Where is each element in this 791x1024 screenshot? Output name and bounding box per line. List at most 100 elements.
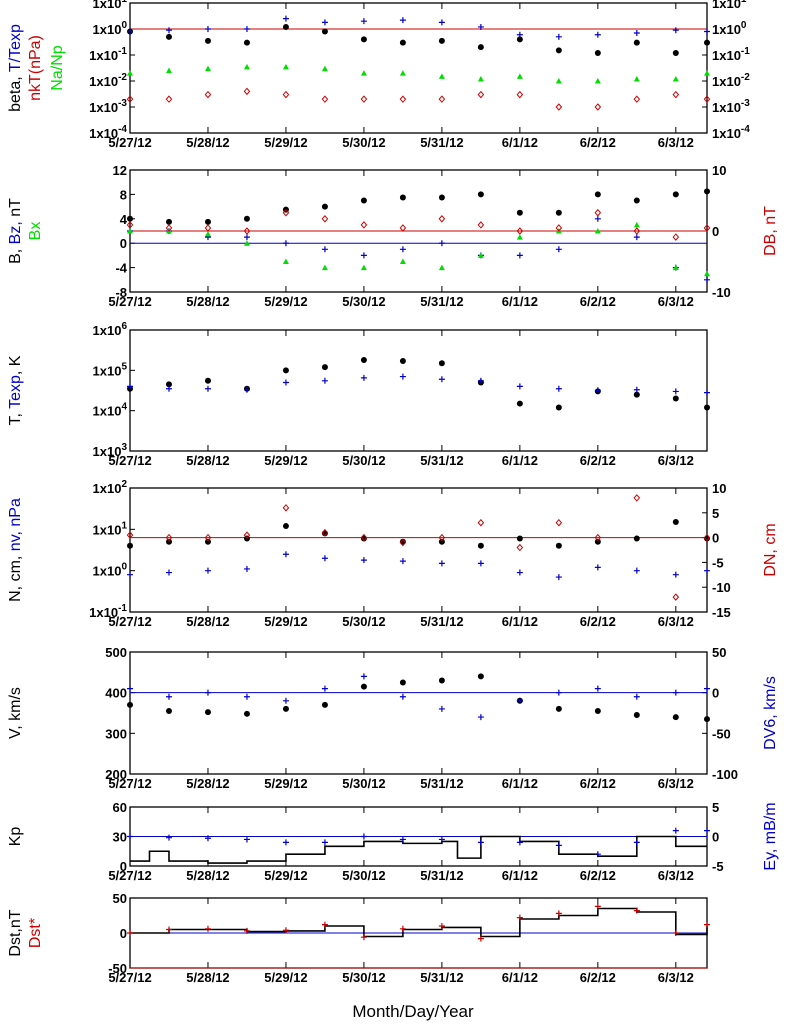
y-tick-label-right: 0 bbox=[712, 224, 719, 239]
point-DV6 bbox=[243, 693, 250, 700]
panel-p2: 5/27/12 5/28/12 5/29/12 5/30/12 5/31/12 6/1/1… bbox=[7, 163, 779, 309]
series-Bx bbox=[127, 221, 710, 277]
point-DN bbox=[555, 518, 563, 527]
x-tick-label: 6/2/12 bbox=[580, 294, 616, 309]
point-DB bbox=[672, 233, 680, 241]
y-tick-label-right: -50 bbox=[712, 726, 731, 741]
point-nkT(nPa) bbox=[672, 90, 680, 99]
x-tick-label: 6/3/12 bbox=[658, 453, 694, 468]
y-tick-label-right: 1x10-4 bbox=[712, 124, 750, 141]
point-DB bbox=[282, 208, 290, 217]
y-axis-label-right: DB, nT bbox=[762, 206, 779, 256]
x-tick-label: 5/28/12 bbox=[186, 294, 229, 309]
point-Ey bbox=[516, 839, 523, 846]
point-T/Texp bbox=[165, 27, 172, 34]
point-nkT(nPa) bbox=[477, 90, 485, 99]
point-T/Texp bbox=[321, 19, 328, 26]
point-DN bbox=[594, 533, 602, 542]
y-tick-label: 1x104 bbox=[93, 402, 128, 419]
x-tick-label: 5/30/12 bbox=[342, 868, 385, 883]
x-tick-label: 5/28/12 bbox=[186, 776, 229, 791]
point-Bz bbox=[360, 252, 367, 259]
point-Texp bbox=[672, 388, 679, 395]
point-nkT(nPa) bbox=[594, 103, 602, 111]
y-tick-label: 50 bbox=[113, 891, 127, 906]
point-T/Texp bbox=[282, 15, 289, 22]
point-DV6 bbox=[438, 705, 445, 712]
point-nv2 bbox=[243, 565, 250, 572]
x-tick-label: 5/28/12 bbox=[186, 135, 229, 150]
point-T bbox=[516, 400, 523, 407]
point-Texp bbox=[204, 385, 211, 392]
x-tick-label: 6/3/12 bbox=[658, 135, 694, 150]
point-B bbox=[438, 194, 445, 201]
point-Dst* bbox=[165, 926, 172, 933]
point-Bx bbox=[438, 264, 445, 271]
point-nv2 bbox=[477, 560, 484, 567]
point-Ey bbox=[204, 835, 211, 842]
point-Na/Np bbox=[438, 73, 445, 79]
point-Bz bbox=[243, 234, 250, 241]
y-axis-label: V, km/s bbox=[7, 687, 24, 739]
x-tick-label: 5/28/12 bbox=[186, 868, 229, 883]
y-axis-label: B, Bz, nT bbox=[7, 198, 24, 264]
point-V bbox=[360, 683, 367, 690]
point-Na/Np bbox=[204, 65, 211, 72]
point-Dst* bbox=[477, 935, 484, 942]
y-tick-label-right: 1x100 bbox=[712, 20, 747, 37]
point-Na/Np bbox=[127, 70, 133, 76]
y-tick-label: 0 bbox=[120, 859, 127, 874]
point-Texp bbox=[321, 377, 328, 384]
point-T bbox=[204, 377, 211, 384]
y-axis-label-right: Ey, mB/m bbox=[762, 802, 779, 870]
point-Bx bbox=[516, 234, 523, 240]
point-Ey bbox=[282, 839, 289, 846]
panel-p4: 5/27/12 5/28/12 5/29/12 5/30/12 5/31/12 6/1/1… bbox=[7, 479, 779, 629]
y-tick-label: 4 bbox=[120, 212, 128, 227]
point-DN bbox=[477, 518, 485, 527]
x-tick-label: 6/3/12 bbox=[658, 294, 694, 309]
point-N bbox=[516, 535, 523, 542]
point-DN bbox=[243, 531, 251, 539]
y-axis-label-2: Dst* bbox=[27, 918, 44, 948]
x-tick-label: 5/29/12 bbox=[264, 614, 307, 629]
point-DN bbox=[672, 593, 680, 601]
y-axis-label: Kp bbox=[7, 827, 24, 847]
x-tick-label: 6/1/12 bbox=[502, 970, 538, 985]
point-Ey bbox=[672, 827, 679, 834]
y-tick-label: 8 bbox=[120, 187, 127, 202]
y-tick-label: 60 bbox=[113, 800, 127, 815]
point-DN bbox=[204, 533, 212, 542]
series-T bbox=[127, 357, 710, 411]
point-V bbox=[438, 677, 445, 684]
point-DV6 bbox=[704, 685, 710, 692]
series-Ey bbox=[127, 827, 710, 858]
x-tick-label: 6/1/12 bbox=[502, 453, 538, 468]
y-axis-label-right: DN, cm bbox=[762, 523, 779, 576]
point-V bbox=[633, 712, 640, 719]
point-Texp bbox=[633, 386, 640, 393]
point-V bbox=[321, 701, 328, 708]
series-nkT(nPa) bbox=[126, 87, 711, 111]
x-tick-label: 5/29/12 bbox=[264, 970, 307, 985]
series-DV6 bbox=[127, 673, 710, 721]
y-tick-label: 1x100 bbox=[93, 20, 128, 37]
point-Bx bbox=[594, 228, 601, 234]
point-nkT(nPa) bbox=[282, 90, 290, 99]
point-Bx bbox=[477, 252, 484, 258]
point-B bbox=[243, 215, 250, 222]
point-beta bbox=[594, 49, 601, 56]
point-T/Texp bbox=[243, 26, 250, 32]
x-tick-label: 5/27/12 bbox=[108, 868, 151, 883]
x-tick-label: 6/2/12 bbox=[580, 970, 616, 985]
point-Bx bbox=[243, 240, 250, 246]
point-DB bbox=[703, 224, 711, 232]
point-nkT(nPa) bbox=[703, 95, 711, 103]
point-T/Texp bbox=[204, 26, 211, 32]
point-T/Texp bbox=[594, 31, 601, 38]
x-tick-label: 6/3/12 bbox=[658, 868, 694, 883]
panel-p1: 5/27/12 5/28/12 5/29/12 5/30/12 5/31/12 6/1/1… bbox=[7, 0, 750, 150]
point-Dst* bbox=[321, 921, 328, 928]
y-tick-label-right: 0 bbox=[712, 686, 719, 701]
plot-frame bbox=[129, 329, 708, 452]
